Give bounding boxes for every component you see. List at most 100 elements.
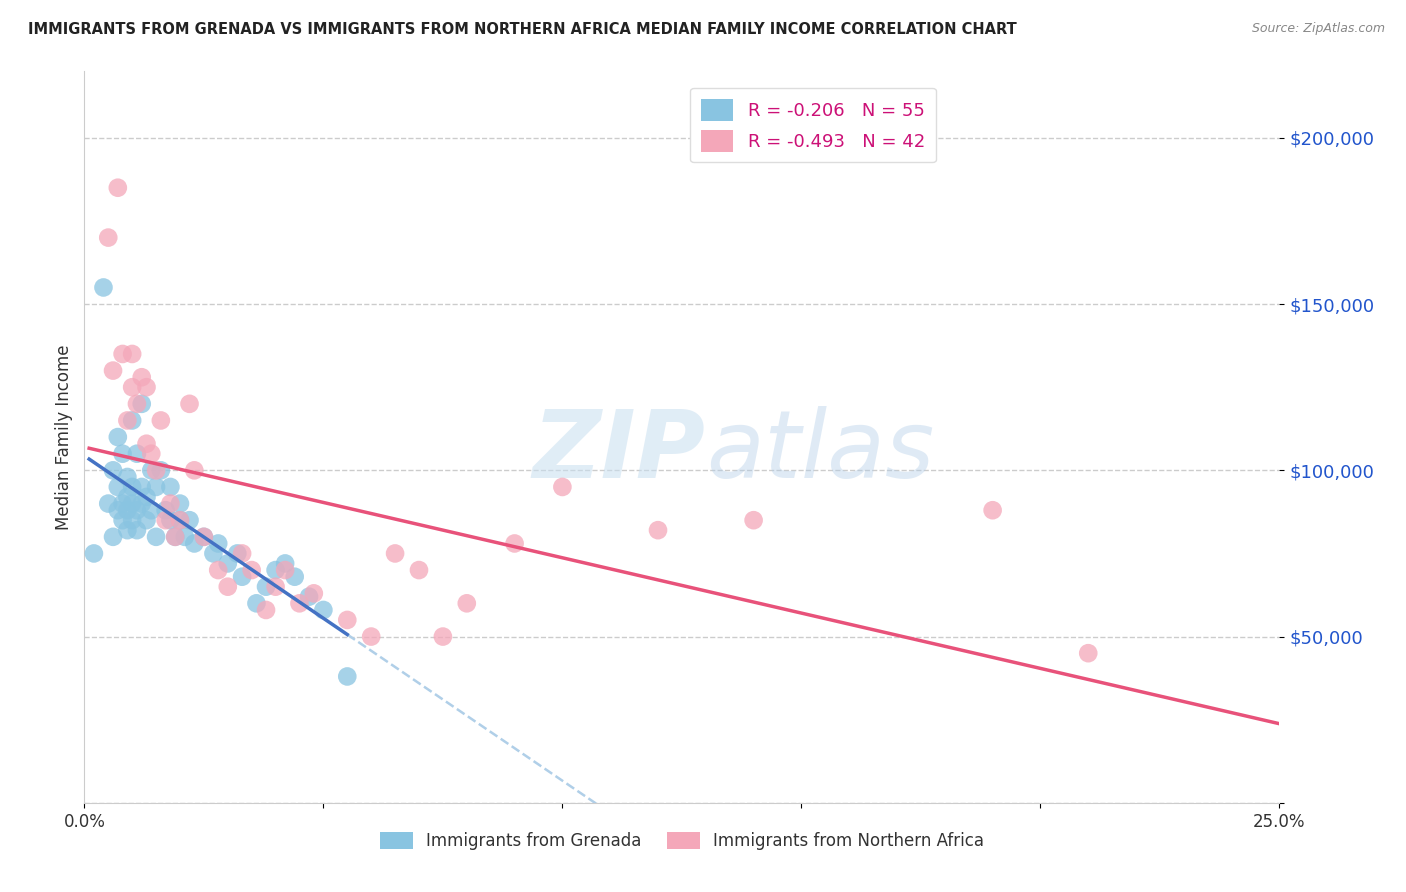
Text: IMMIGRANTS FROM GRENADA VS IMMIGRANTS FROM NORTHERN AFRICA MEDIAN FAMILY INCOME : IMMIGRANTS FROM GRENADA VS IMMIGRANTS FR… (28, 22, 1017, 37)
Point (551, 480, 574, 494)
Point (231, 546, 253, 560)
Point (183, 463, 205, 477)
Point (145, 480, 167, 494)
Point (336, 669, 359, 683)
Point (93, 280, 115, 294)
Point (117, 470, 139, 484)
Point (117, 523, 139, 537)
Point (135, 380, 157, 394)
Point (254, 580, 277, 594)
Point (111, 513, 134, 527)
Point (159, 497, 181, 511)
Point (298, 590, 321, 604)
Point (226, 546, 249, 560)
Point (231, 570, 253, 584)
Point (336, 613, 359, 627)
Point (125, 503, 148, 517)
Point (111, 347, 134, 361)
Point (131, 497, 153, 511)
Text: atlas: atlas (706, 406, 934, 497)
Point (145, 463, 167, 477)
Point (117, 413, 139, 427)
Point (121, 413, 143, 427)
Point (288, 596, 311, 610)
Point (217, 580, 239, 594)
Point (83, 546, 105, 560)
Point (179, 513, 201, 527)
Point (117, 503, 139, 517)
Point (183, 536, 205, 550)
Text: ZIP: ZIP (533, 406, 706, 498)
Point (131, 480, 153, 494)
Point (264, 580, 287, 594)
Point (981, 503, 1004, 517)
Point (456, 596, 478, 610)
Point (217, 557, 239, 571)
Point (135, 490, 157, 504)
Point (408, 563, 430, 577)
Point (169, 513, 191, 527)
Point (264, 563, 287, 577)
Point (312, 603, 335, 617)
Point (193, 530, 215, 544)
Point (121, 513, 143, 527)
Point (141, 463, 163, 477)
Point (165, 530, 187, 544)
Point (240, 563, 263, 577)
Point (165, 530, 187, 544)
Point (101, 530, 124, 544)
Point (125, 523, 148, 537)
Point (125, 397, 148, 411)
Point (111, 497, 134, 511)
Point (1077, 646, 1099, 660)
Point (647, 523, 669, 537)
Point (159, 513, 181, 527)
Point (274, 557, 297, 571)
Point (121, 347, 143, 361)
Point (202, 546, 225, 560)
Point (107, 480, 129, 494)
Point (121, 480, 143, 494)
Point (101, 463, 124, 477)
Point (97, 230, 120, 244)
Point (173, 530, 195, 544)
Point (125, 447, 148, 461)
Point (302, 586, 325, 600)
Point (742, 513, 765, 527)
Point (254, 603, 277, 617)
Point (117, 490, 139, 504)
Point (97, 497, 120, 511)
Point (141, 447, 163, 461)
Point (149, 463, 172, 477)
Point (384, 546, 406, 560)
Point (360, 630, 382, 644)
Point (135, 436, 157, 450)
Point (169, 513, 191, 527)
Point (245, 596, 267, 610)
Point (135, 513, 157, 527)
Point (155, 503, 177, 517)
Y-axis label: Median Family Income: Median Family Income (55, 344, 73, 530)
Point (131, 397, 153, 411)
Point (432, 630, 454, 644)
Point (141, 503, 163, 517)
Point (149, 413, 172, 427)
Point (179, 397, 201, 411)
Point (159, 480, 181, 494)
Point (169, 497, 191, 511)
Point (101, 363, 124, 377)
Legend: R = -0.206   N = 55, R = -0.493   N = 42: R = -0.206 N = 55, R = -0.493 N = 42 (690, 87, 936, 162)
Point (107, 430, 129, 444)
Point (274, 563, 297, 577)
Point (121, 497, 143, 511)
Point (107, 180, 129, 194)
Point (111, 447, 134, 461)
Text: Source: ZipAtlas.com: Source: ZipAtlas.com (1251, 22, 1385, 36)
Point (131, 370, 153, 384)
Point (107, 503, 129, 517)
Point (155, 513, 177, 527)
Point (284, 570, 307, 584)
Point (121, 380, 143, 394)
Point (193, 530, 215, 544)
Point (207, 536, 229, 550)
